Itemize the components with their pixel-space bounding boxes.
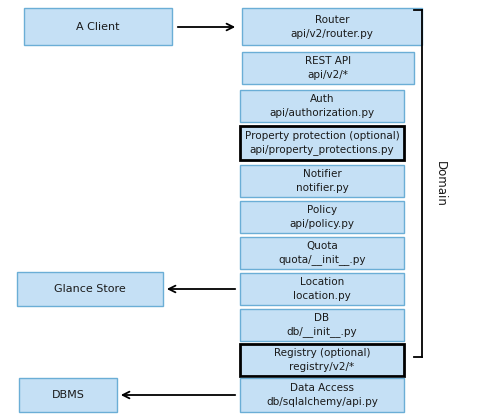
Text: Data Access
db/sqlalchemy/api.py: Data Access db/sqlalchemy/api.py bbox=[265, 383, 377, 407]
Text: Registry (optional)
registry/v2/*: Registry (optional) registry/v2/* bbox=[273, 348, 370, 372]
Text: REST API
api/v2/*: REST API api/v2/* bbox=[304, 56, 350, 80]
Text: Glance Store: Glance Store bbox=[54, 284, 126, 294]
Bar bbox=[240, 237, 403, 269]
Bar bbox=[240, 165, 403, 197]
Bar bbox=[240, 309, 403, 341]
Text: Router
api/v2/router.py: Router api/v2/router.py bbox=[290, 15, 372, 39]
Bar bbox=[241, 8, 421, 46]
Bar bbox=[24, 8, 172, 46]
Text: DB
db/__init__.py: DB db/__init__.py bbox=[286, 313, 357, 337]
Bar bbox=[240, 344, 403, 376]
Bar bbox=[240, 201, 403, 233]
Text: Domain: Domain bbox=[432, 161, 445, 206]
Text: Auth
api/authorization.py: Auth api/authorization.py bbox=[269, 94, 374, 118]
Text: A Client: A Client bbox=[76, 22, 120, 32]
Bar bbox=[240, 273, 403, 305]
Bar bbox=[17, 272, 163, 306]
Bar bbox=[19, 378, 117, 412]
Bar bbox=[240, 126, 403, 160]
Text: Location
location.py: Location location.py bbox=[292, 277, 350, 301]
Text: Policy
api/policy.py: Policy api/policy.py bbox=[289, 205, 354, 229]
Bar bbox=[240, 90, 403, 122]
Text: DBMS: DBMS bbox=[51, 390, 84, 400]
Text: Notifier
notifier.py: Notifier notifier.py bbox=[295, 169, 348, 193]
Bar bbox=[240, 378, 403, 412]
Text: Property protection (optional)
api/property_protections.py: Property protection (optional) api/prope… bbox=[244, 131, 398, 155]
Bar bbox=[241, 52, 413, 84]
Text: Quota
quota/__init__.py: Quota quota/__init__.py bbox=[277, 241, 365, 265]
